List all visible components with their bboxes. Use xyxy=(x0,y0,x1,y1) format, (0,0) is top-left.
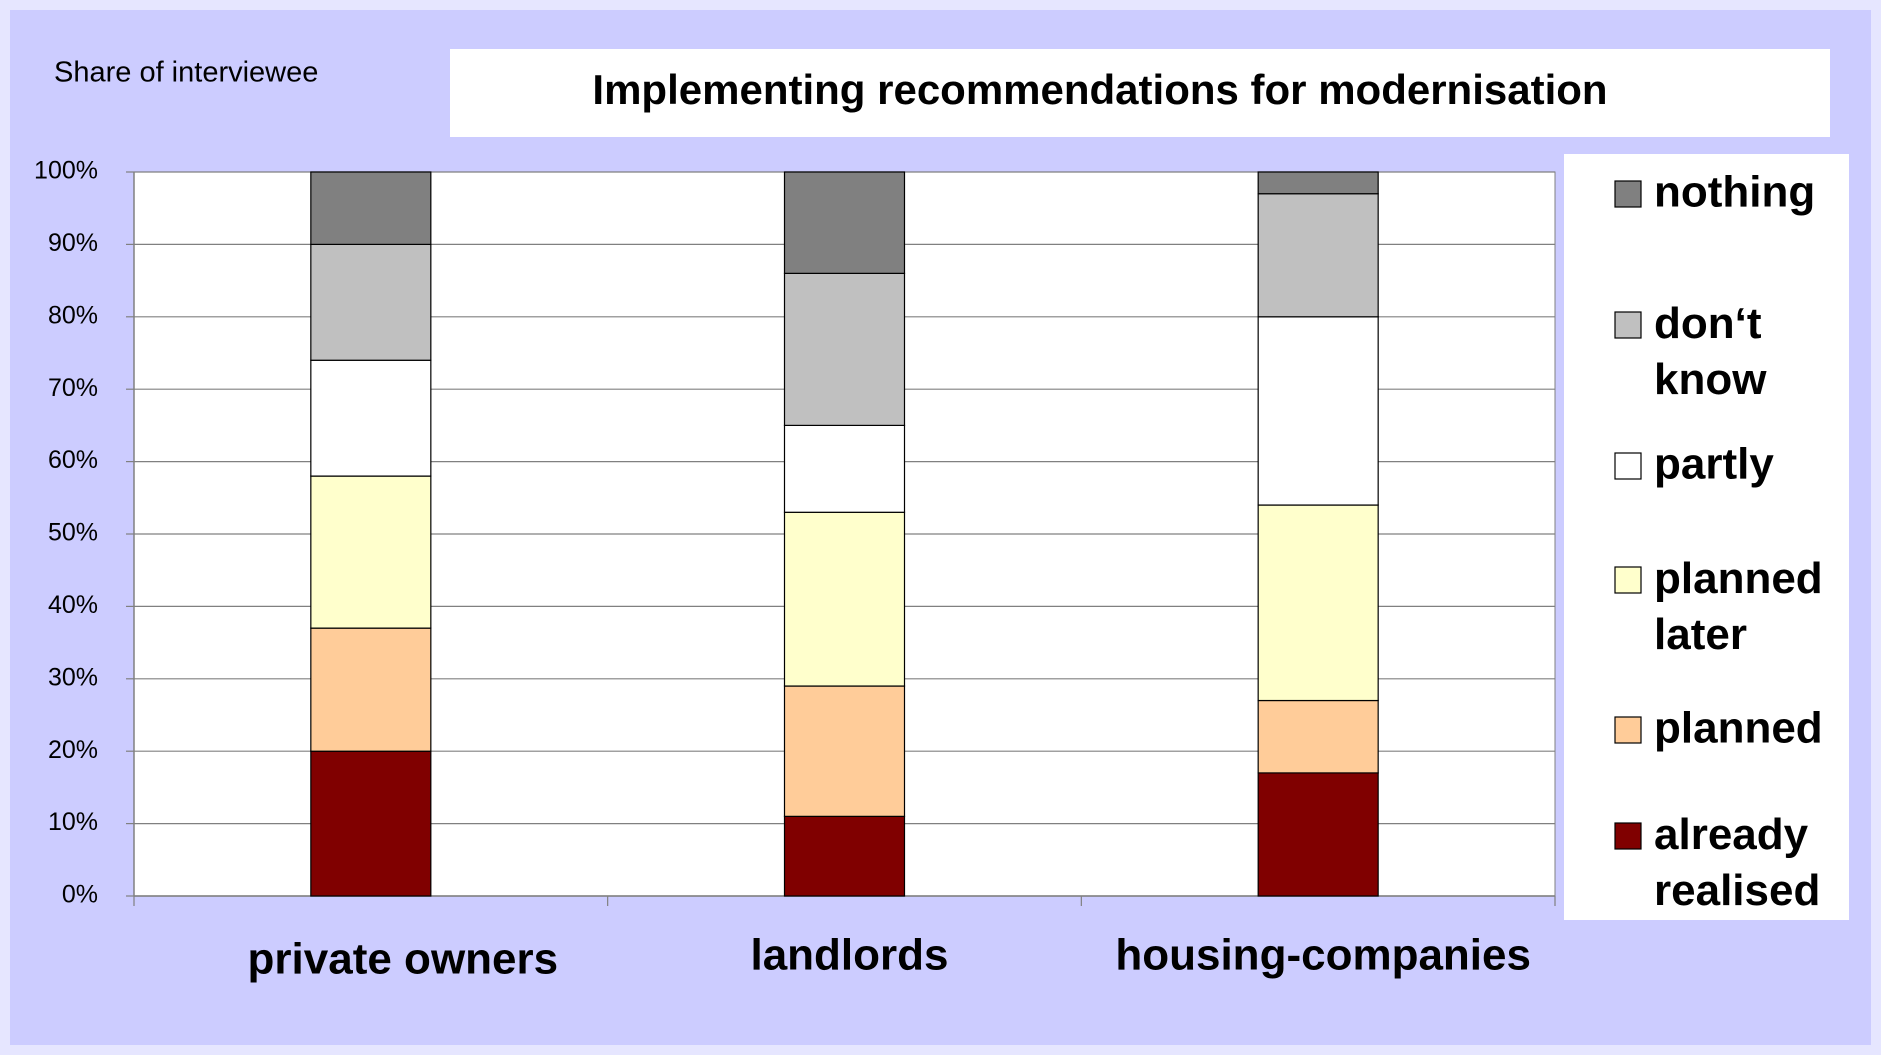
legend-label: planned later xyxy=(1654,554,1823,659)
legend-swatch xyxy=(1614,180,1642,208)
legend-label: don‘t know xyxy=(1654,299,1767,404)
legend-swatch xyxy=(1614,452,1642,480)
bar-segment xyxy=(1257,504,1379,702)
legend-label: partly xyxy=(1654,440,1774,489)
legend-swatch xyxy=(1614,566,1642,594)
y-tick-label: 90% xyxy=(48,229,98,257)
bar-segment xyxy=(310,359,432,477)
title-box xyxy=(450,49,1830,137)
x-tick-label: landlords xyxy=(750,931,948,980)
y-tick-label: 50% xyxy=(48,519,98,547)
bar-segment xyxy=(783,815,906,897)
bar-segment xyxy=(310,475,432,629)
bar-segment xyxy=(310,750,432,897)
bar-segment xyxy=(783,171,906,274)
bar-segment xyxy=(783,424,906,513)
y-tick-label: 0% xyxy=(62,881,98,909)
y-tick-label: 40% xyxy=(48,591,98,619)
bar-segment xyxy=(1257,193,1379,318)
legend-label: planned xyxy=(1654,704,1823,753)
bar-segment xyxy=(310,243,432,361)
legend-swatch xyxy=(1614,311,1642,339)
y-tick-label: 70% xyxy=(48,374,98,402)
bar-segment xyxy=(310,171,432,246)
legend-swatch xyxy=(1614,822,1642,850)
y-tick-label: 100% xyxy=(34,157,98,185)
y-tick-label: 30% xyxy=(48,663,98,691)
bar-segment xyxy=(783,272,906,426)
bar-segment xyxy=(1257,316,1379,506)
bar-segment xyxy=(1257,171,1379,195)
bar-segment xyxy=(1257,699,1379,774)
chart-title: Implementing recommendations for moderni… xyxy=(592,66,1607,113)
legend-swatch xyxy=(1614,716,1642,744)
y-tick-label: 80% xyxy=(48,301,98,329)
y-axis-label: Share of interviewee xyxy=(54,57,318,89)
legend-label: nothing xyxy=(1654,168,1815,217)
x-tick-label: private owners xyxy=(248,935,559,984)
y-tick-label: 60% xyxy=(48,446,98,474)
legend-label: already realised xyxy=(1654,810,1820,915)
legend-box xyxy=(1564,154,1849,920)
y-tick-label: 20% xyxy=(48,736,98,764)
x-tick-label: housing-companies xyxy=(1115,931,1531,980)
y-tick-label: 10% xyxy=(48,808,98,836)
bar-segment xyxy=(783,685,906,817)
bar-segment xyxy=(310,627,432,752)
bar-segment xyxy=(783,511,906,687)
bar-segment xyxy=(1257,772,1379,897)
